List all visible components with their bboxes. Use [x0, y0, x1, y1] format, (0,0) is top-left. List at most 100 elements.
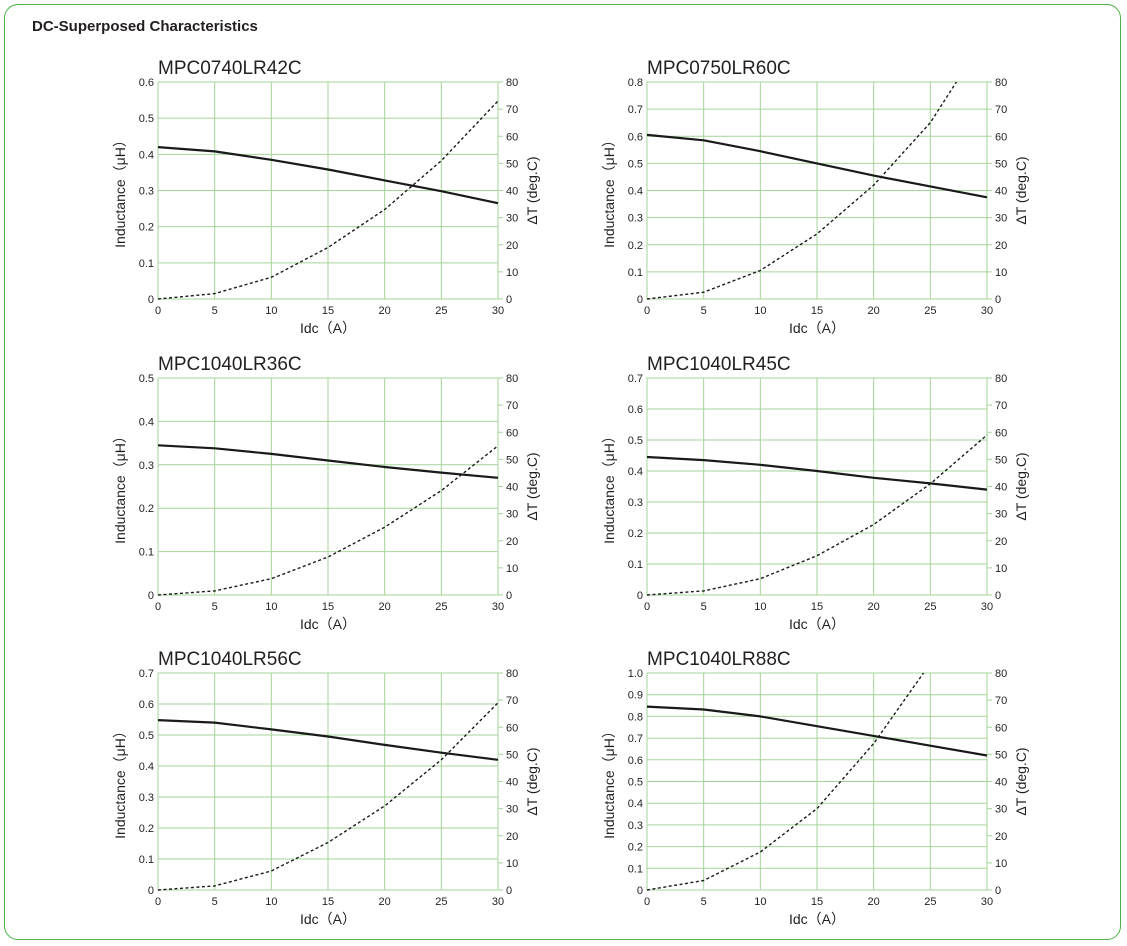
y-tick-label: 0.2 — [139, 222, 154, 234]
y2-tick-label: 80 — [995, 77, 1007, 89]
y-tick-label: 0.2 — [628, 528, 643, 540]
y-tick-label: 0.7 — [628, 373, 643, 385]
x-tick-label: 30 — [492, 601, 504, 613]
y2-tick-label: 30 — [995, 804, 1007, 816]
y-tick-label: 0.3 — [139, 792, 154, 804]
y-tick-label: 0.1 — [628, 267, 643, 279]
y2-tick-label: 70 — [995, 400, 1007, 412]
y-axis-label: Inductance（μH） — [601, 429, 617, 544]
y-tick-label: 0.2 — [139, 503, 154, 515]
y-axis-label: Inductance（μH） — [112, 429, 128, 544]
y-tick-label: 0.5 — [628, 158, 643, 170]
y2-tick-label: 40 — [506, 482, 518, 494]
chart-mpc0750lr60c: 0 5 10 15 20 25 3000.10.20.30.40.50.60.70.8010… — [601, 58, 1029, 336]
chart-title: MPC0740LR42C — [158, 58, 302, 79]
x-tick-label: 30 — [492, 305, 504, 317]
y-axis-label: Inductance（μH） — [112, 724, 128, 839]
x-tick-label: 30 — [492, 896, 504, 908]
x-tick-label: 25 — [924, 896, 936, 908]
x-tick-label: 5 — [212, 305, 218, 317]
y2-tick-label: 60 — [506, 427, 518, 439]
y-tick-label: 0.4 — [139, 761, 154, 773]
x-tick-label: 0 — [155, 601, 161, 613]
y2-tick-label: 10 — [995, 267, 1007, 279]
y-tick-label: 0.3 — [139, 186, 154, 198]
y-tick-label: 0 — [637, 590, 643, 602]
y2-tick-label: 70 — [506, 695, 518, 707]
y2-axis-label: ΔT (deg.C) — [1013, 452, 1029, 520]
y2-axis-label: ΔT (deg.C) — [524, 452, 540, 520]
y-axis-label: Inductance（μH） — [112, 133, 128, 248]
x-tick-label: 5 — [212, 896, 218, 908]
y-tick-label: 0.6 — [628, 131, 643, 143]
y2-tick-label: 60 — [506, 722, 518, 734]
x-tick-label: 25 — [924, 601, 936, 613]
x-tick-label: 0 — [644, 896, 650, 908]
y-tick-label: 0.3 — [628, 497, 643, 509]
y-tick-label: 0.1 — [139, 854, 154, 866]
inductance-line — [646, 705, 988, 757]
y-tick-label: 0.3 — [139, 460, 154, 472]
y-tick-label: 0.3 — [628, 213, 643, 225]
y2-tick-label: 30 — [506, 509, 518, 521]
x-tick-label: 20 — [379, 305, 391, 317]
x-tick-label: 5 — [212, 601, 218, 613]
y-tick-label: 0.6 — [139, 77, 154, 89]
chart-mpc1040lr88c: 0 5 10 15 20 25 3000.10.20.30.40.50.60.70.80.9… — [601, 649, 1029, 927]
x-tick-label: 10 — [265, 896, 277, 908]
x-tick-label: 15 — [811, 305, 823, 317]
page-frame — [4, 4, 1121, 940]
y2-tick-label: 0 — [995, 590, 1001, 602]
temperature-rise-line — [646, 81, 957, 300]
inductance-line — [646, 133, 988, 199]
y2-tick-label: 30 — [506, 213, 518, 225]
inductance-line — [157, 719, 499, 761]
x-tick-label: 20 — [868, 305, 880, 317]
y-tick-label: 0.2 — [139, 823, 154, 835]
y-tick-label: 0.9 — [628, 690, 643, 702]
x-tick-label: 20 — [868, 601, 880, 613]
y-tick-label: 0.2 — [628, 240, 643, 252]
y2-tick-label: 40 — [995, 482, 1007, 494]
y2-tick-label: 0 — [506, 294, 512, 306]
x-tick-label: 5 — [701, 305, 707, 317]
x-tick-label: 15 — [322, 305, 334, 317]
x-tick-label: 15 — [322, 896, 334, 908]
chart-title: MPC1040LR36C — [158, 354, 302, 375]
y-tick-label: 0.4 — [628, 466, 643, 478]
chart-mpc0740lr42c: 0 5 10 15 20 25 3000.10.20.30.40.50.6010203040… — [112, 58, 540, 336]
y-tick-label: 0.8 — [628, 711, 643, 723]
chart-mpc1040lr45c: 0 5 10 15 20 25 3000.10.20.30.40.50.60.7010203… — [601, 354, 1029, 632]
y2-axis-label: ΔT (deg.C) — [524, 156, 540, 224]
y-tick-label: 0.6 — [628, 404, 643, 416]
x-axis-label: Idc（A） — [300, 320, 356, 336]
y2-tick-label: 60 — [995, 427, 1007, 439]
y-tick-label: 0.4 — [139, 149, 154, 161]
y2-tick-label: 0 — [506, 885, 512, 897]
y-tick-label: 0.5 — [139, 113, 154, 125]
y2-tick-label: 20 — [506, 536, 518, 548]
y2-tick-label: 70 — [995, 104, 1007, 116]
y2-tick-label: 20 — [995, 536, 1007, 548]
y-tick-label: 0.4 — [628, 798, 643, 810]
y-tick-label: 0.1 — [628, 559, 643, 571]
x-tick-label: 0 — [155, 896, 161, 908]
y-axis-label: Inductance（μH） — [601, 133, 617, 248]
y2-tick-label: 60 — [506, 131, 518, 143]
y-tick-label: 0 — [148, 294, 154, 306]
x-tick-label: 25 — [435, 601, 447, 613]
y2-tick-label: 20 — [995, 831, 1007, 843]
x-tick-label: 25 — [924, 305, 936, 317]
x-tick-label: 30 — [981, 305, 993, 317]
y-tick-label: 0 — [637, 294, 643, 306]
chart-title: MPC1040LR56C — [158, 649, 302, 670]
y2-tick-label: 50 — [995, 749, 1007, 761]
y-tick-label: 1.0 — [628, 668, 643, 680]
y-tick-label: 0.5 — [139, 730, 154, 742]
x-tick-label: 10 — [754, 601, 766, 613]
y-tick-label: 0.5 — [628, 435, 643, 447]
x-tick-label: 25 — [435, 305, 447, 317]
x-axis-label: Idc（A） — [789, 911, 845, 927]
x-axis-label: Idc（A） — [789, 320, 845, 336]
y2-tick-label: 80 — [995, 668, 1007, 680]
